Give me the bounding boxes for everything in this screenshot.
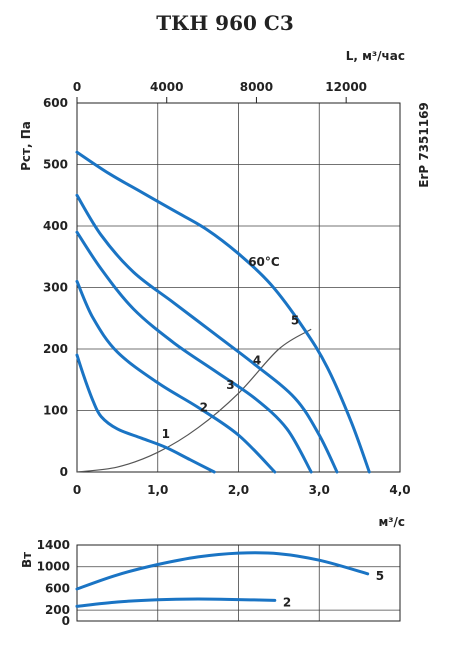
chart-title: ТКН 960 С3 <box>156 11 293 35</box>
curve-label-2: 2 <box>200 401 208 415</box>
y-tick-label: 500 <box>43 158 68 172</box>
pressure-plot: 0 1,0 2,0 3,0 4,0 0 100 200 300 400 500 600 0 4000 800… <box>43 80 411 497</box>
x-tick-label: 1,0 <box>147 483 168 497</box>
x-tick-label: 0 <box>73 483 81 497</box>
y-tick-label: 200 <box>43 342 68 356</box>
curve-label-1: 1 <box>162 427 170 441</box>
power-curve-2 <box>75 597 277 608</box>
y-tick-label: 400 <box>43 219 68 233</box>
power-curve-5 <box>75 551 370 591</box>
x-tick-label: 4,0 <box>389 483 410 497</box>
x-tick-label: 2,0 <box>228 483 249 497</box>
fan-curve-2 <box>75 279 277 474</box>
power-y-tick-label: 600 <box>45 581 70 595</box>
fan-curve-4 <box>75 193 339 474</box>
fan-curve-5 <box>75 150 371 474</box>
top-tick-label: 4000 <box>150 80 183 94</box>
system-curve <box>76 328 312 473</box>
power-y-axis-label: Вт <box>20 552 34 568</box>
power-curve-label-2: 2 <box>283 595 291 609</box>
y-tick-label: 600 <box>43 96 68 110</box>
fan-curve-3 <box>75 230 313 474</box>
power-y-tick-label: 0 <box>62 614 70 628</box>
power-y-tick-label: 200 <box>45 603 70 617</box>
temperature-annotation: 60°C <box>248 255 280 269</box>
bottom-axis-label: м³/с <box>378 515 405 529</box>
fan-curve-1 <box>75 353 216 474</box>
pressure-plot-frame <box>76 102 401 473</box>
erp-side-label: ErP 7351169 <box>417 102 431 188</box>
y-tick-label: 0 <box>60 465 68 479</box>
curve-label-3: 3 <box>226 378 234 392</box>
power-plot-frame <box>76 544 401 622</box>
y-tick-label: 100 <box>43 404 68 418</box>
power-curve-label-5: 5 <box>376 569 384 583</box>
top-tick-label: 8000 <box>240 80 273 94</box>
x-tick-label: 3,0 <box>309 483 330 497</box>
y-tick-label: 300 <box>43 281 68 295</box>
y-axis-label: Рст, Па <box>19 121 33 171</box>
power-y-tick-label: 1400 <box>37 538 70 552</box>
power-y-tick-label: 1000 <box>37 560 70 574</box>
top-tick-label: 0 <box>73 80 81 94</box>
top-tick-label: 12000 <box>325 80 367 94</box>
curve-label-4: 4 <box>253 353 261 367</box>
top-axis-label: L, м³/час <box>346 49 405 63</box>
curve-label-5: 5 <box>291 313 299 327</box>
